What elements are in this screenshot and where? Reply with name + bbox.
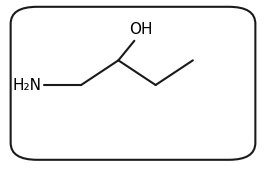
Text: OH: OH xyxy=(129,22,153,37)
Text: H₂N: H₂N xyxy=(12,78,41,92)
